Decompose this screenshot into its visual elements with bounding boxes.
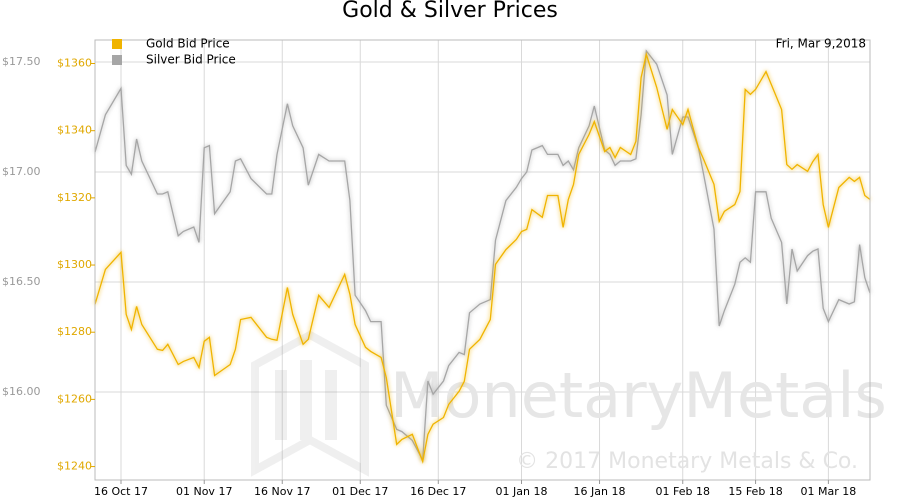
x-tick-label: 01 Jan 18	[496, 485, 548, 498]
legend: Gold Bid Price Silver Bid Price	[112, 37, 236, 67]
watermark-logo	[251, 330, 369, 477]
legend-label: Silver Bid Price	[146, 53, 236, 67]
x-tick-label: 16 Jan 18	[574, 485, 626, 498]
legend-swatch	[112, 39, 122, 49]
legend-label: Gold Bid Price	[146, 37, 230, 51]
plot-frame	[94, 39, 871, 481]
plot	[94, 49, 871, 464]
y-tick-label: $17.00	[2, 165, 41, 178]
series-line	[94, 51, 871, 464]
x-tick-label: 01 Dec 17	[332, 485, 388, 498]
grid	[95, 40, 870, 480]
y2-tick-label: $1300	[57, 258, 92, 271]
y2-tick-label: $1360	[57, 57, 92, 70]
x-tick-label: 16 Nov 17	[254, 485, 310, 498]
y2-tick-label: $1320	[57, 191, 92, 204]
x-tick-label: 16 Dec 17	[410, 485, 466, 498]
y2-tick-label: $1340	[57, 124, 92, 137]
chart-title: Gold & Silver Prices	[342, 0, 558, 23]
legend-swatch	[112, 55, 122, 65]
copyright: © 2017 Monetary Metals & Co.	[516, 449, 858, 474]
y-tick-label: $16.00	[2, 385, 41, 398]
x-tick-label: 16 Oct 17	[94, 485, 148, 498]
y-tick-label: $17.50	[2, 55, 41, 68]
y2-tick-label: $1240	[57, 460, 92, 473]
x-tick-label: 15 Feb 18	[728, 485, 782, 498]
x-tick-label: 01 Mar 18	[801, 485, 857, 498]
date-label: Fri, Mar 9,2018	[776, 37, 866, 51]
x-tick-label: 01 Feb 18	[656, 485, 710, 498]
series-line	[94, 49, 871, 463]
y2-tick-label: $1280	[57, 325, 92, 338]
y-tick-label: $16.50	[2, 275, 41, 288]
x-tick-label: 01 Nov 17	[176, 485, 232, 498]
y2-tick-label: $1260	[57, 392, 92, 405]
watermark: MonetaryMetals	[390, 359, 887, 432]
